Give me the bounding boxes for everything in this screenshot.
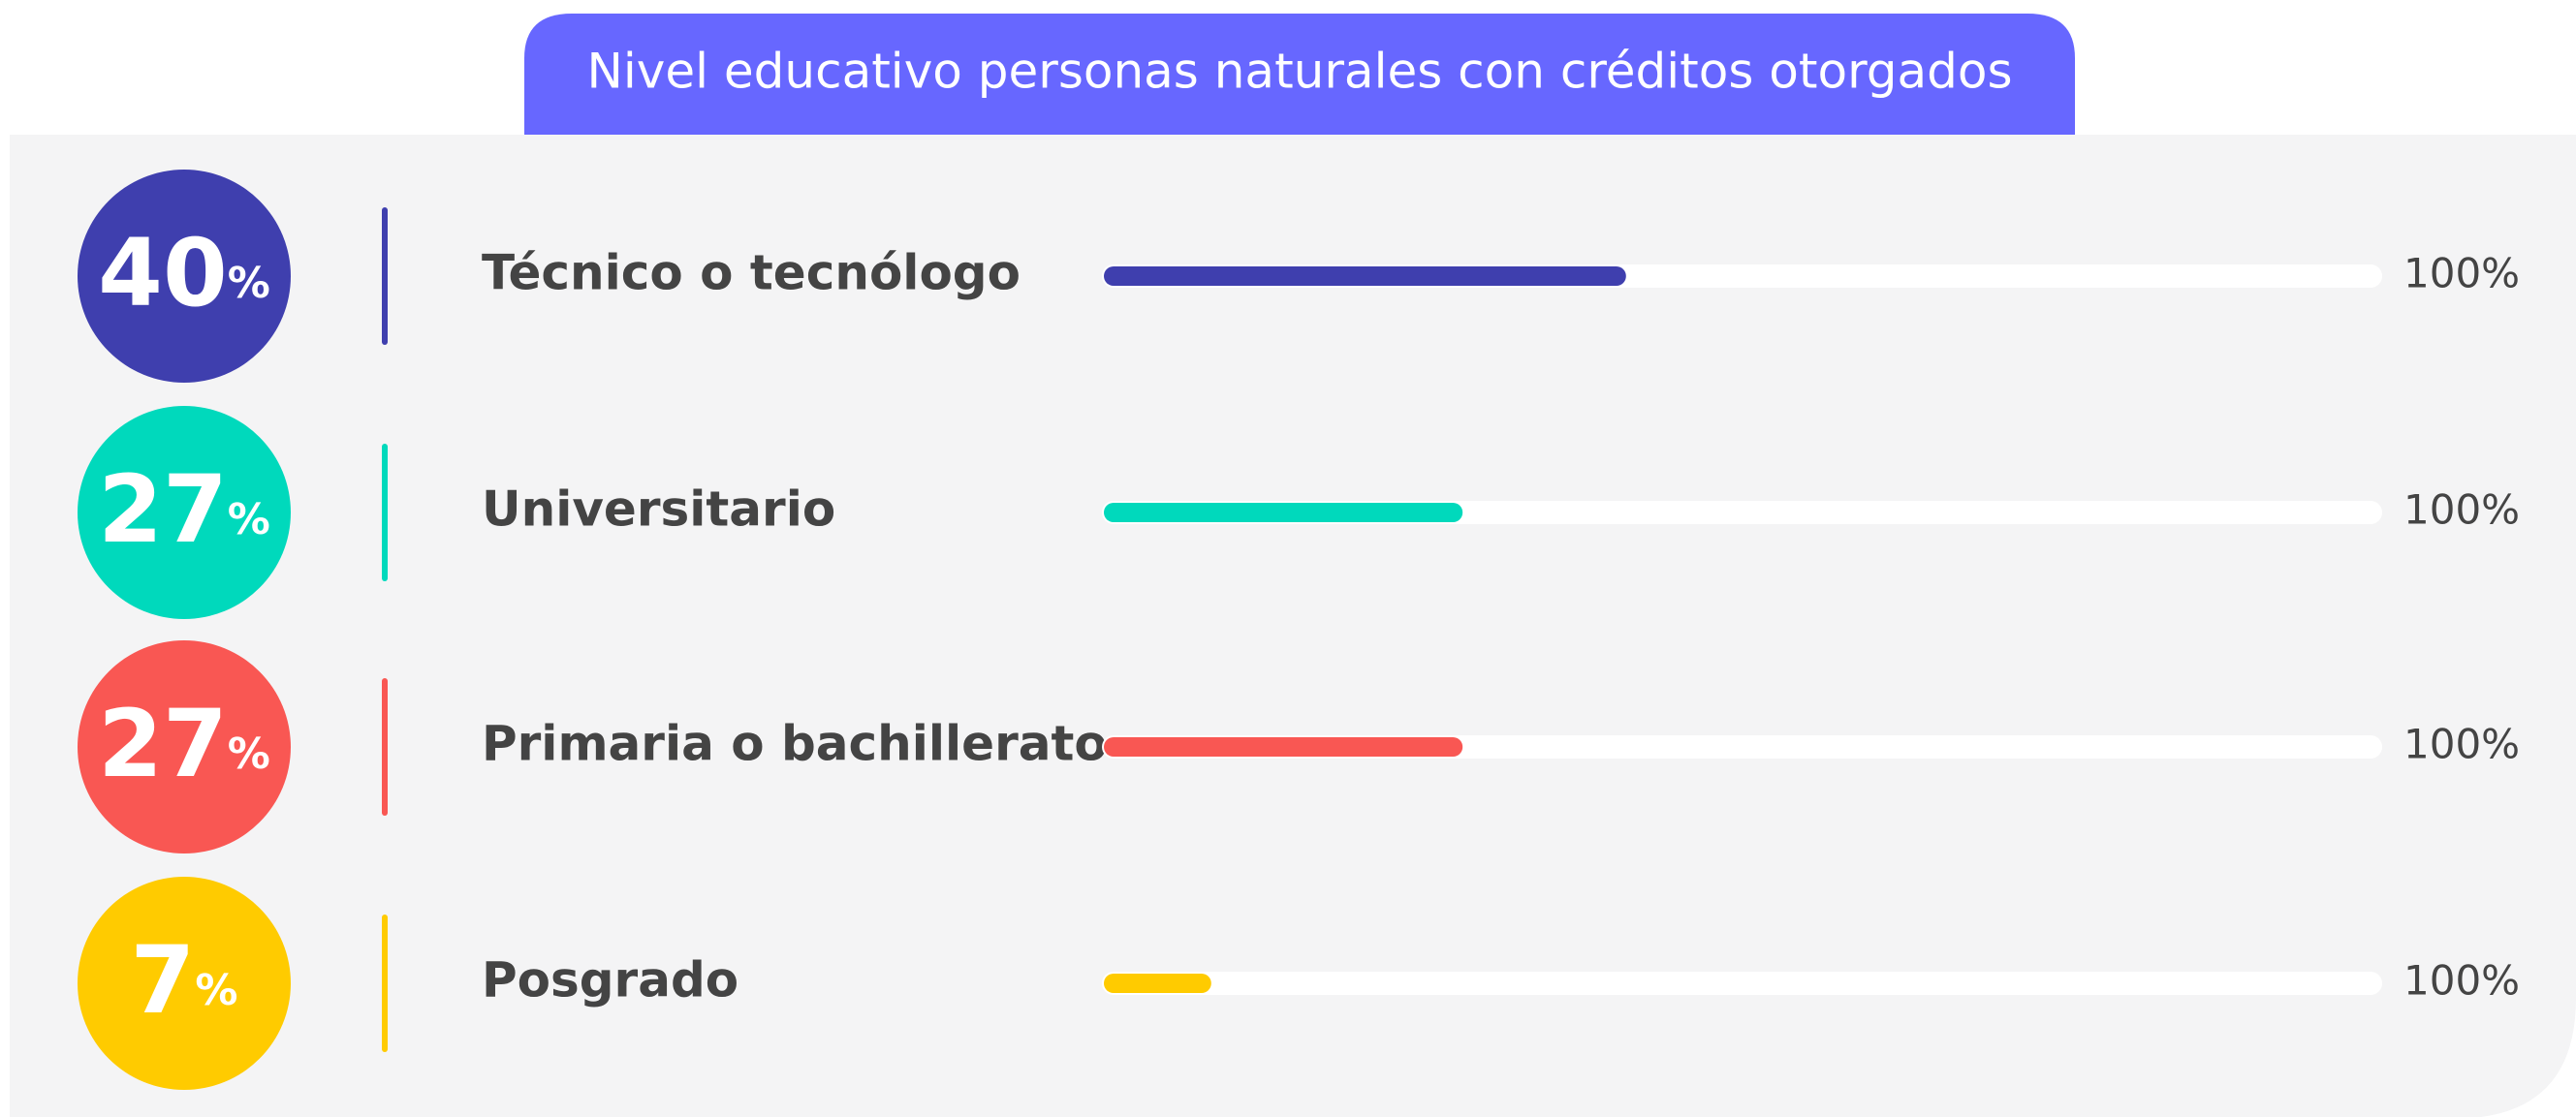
track-max-label: 100%	[2403, 721, 2520, 768]
value-label: 40%	[98, 219, 270, 327]
category-label: Técnico o tecnólogo	[482, 245, 1021, 301]
value-number: 27	[98, 690, 228, 798]
value-unit: %	[195, 966, 237, 1015]
panel	[10, 135, 2576, 1117]
category-label: Posgrado	[482, 952, 738, 1008]
value-unit: %	[228, 259, 270, 308]
value-circle	[78, 877, 291, 1090]
value-number: 27	[98, 455, 228, 564]
track-max-label: 100%	[2403, 957, 2520, 1005]
value-circle	[78, 406, 291, 619]
value-label: 27%	[98, 690, 270, 798]
track-max-label: 100%	[2403, 250, 2520, 297]
category-label: Universitario	[482, 481, 835, 538]
value-label: 7%	[131, 926, 238, 1035]
value-unit: %	[228, 495, 270, 544]
value-number: 40	[98, 219, 228, 327]
value-circle	[78, 170, 291, 383]
value-circle	[78, 640, 291, 853]
value-unit: %	[228, 729, 270, 779]
value-label: 27%	[98, 455, 270, 564]
title-pill	[524, 14, 2075, 135]
value-number: 7	[131, 926, 196, 1035]
chart-title: Nivel educativo personas naturales con c…	[586, 44, 2012, 100]
category-label: Primaria o bachillerato	[482, 716, 1108, 772]
track-max-label: 100%	[2403, 486, 2520, 534]
